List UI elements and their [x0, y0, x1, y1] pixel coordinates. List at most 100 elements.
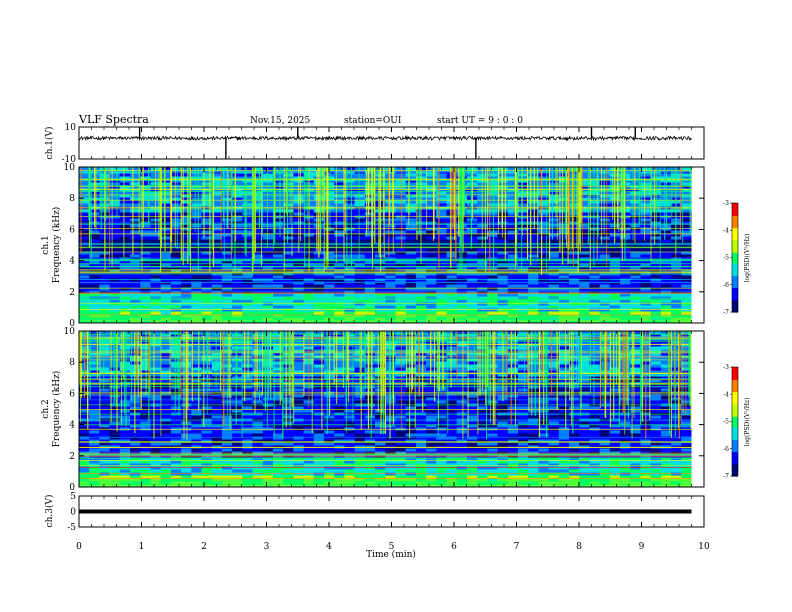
- spectrogram-cell: [140, 263, 151, 267]
- spectrogram-cell: [211, 176, 223, 180]
- spectrogram-cell: [283, 239, 294, 243]
- spectrogram-cell: [589, 284, 601, 288]
- spectrogram-cell: [354, 206, 366, 210]
- spectrogram-cell: [538, 448, 550, 452]
- spectrogram-cell: [252, 427, 264, 431]
- spectrogram-cell: [211, 200, 223, 204]
- spectrogram-cell: [232, 263, 243, 267]
- spectrogram-cell: [579, 230, 590, 234]
- spectrogram-cell: [405, 463, 417, 467]
- spectrogram-cell: [528, 191, 539, 195]
- spectrogram-cell: [538, 167, 550, 171]
- spectrogram-cell: [181, 305, 192, 309]
- spectrogram-cell: [395, 263, 407, 267]
- spectrogram-cell: [79, 209, 90, 213]
- spectrogram-cell: [211, 251, 223, 255]
- spectrogram-cell: [405, 179, 417, 183]
- spectrogram-cell: [191, 203, 202, 207]
- spectrogram-cell: [681, 236, 692, 240]
- spectrogram-cell: [89, 469, 100, 473]
- spectrogram-cell: [181, 442, 192, 446]
- spectrogram-cell: [191, 176, 202, 180]
- spectrogram-cell: [334, 475, 345, 479]
- spectrogram-cell: [548, 176, 560, 180]
- spectrogram-cell: [109, 290, 121, 294]
- spectrogram-cell: [191, 421, 202, 425]
- spectrogram-cell: [283, 200, 294, 204]
- spectrogram-cell: [130, 469, 141, 473]
- spectrogram-cell: [181, 176, 192, 180]
- spectrogram-cell: [221, 430, 233, 434]
- spectrogram-cell: [671, 445, 682, 449]
- spectrogram-cell: [242, 475, 253, 479]
- spectrogram-cell: [221, 290, 233, 294]
- spectrogram-cell: [640, 200, 652, 204]
- spectrogram-cell: [150, 284, 162, 288]
- spectrogram-cell: [650, 424, 662, 428]
- spectrogram-cell: [119, 430, 131, 434]
- spectrogram-cell: [426, 460, 437, 464]
- spectrogram-cell: [211, 212, 223, 216]
- spectrogram-cell: [579, 239, 590, 243]
- spectrogram-cell: [293, 457, 305, 461]
- spectrogram-cell: [548, 421, 560, 425]
- spectrogram-cell: [589, 206, 601, 210]
- spectrogram-cell: [405, 442, 417, 446]
- spectrogram-cell: [528, 233, 539, 237]
- spectrogram-cell: [170, 191, 182, 195]
- spectrogram-cell: [170, 475, 182, 479]
- spectrogram-cell: [242, 463, 253, 467]
- spectrogram-cell: [405, 167, 417, 171]
- spectrogram-cell: [487, 430, 498, 434]
- spectrogram-cell: [487, 287, 498, 291]
- spectrogram-cell: [262, 311, 274, 315]
- spectrogram-cell: [293, 433, 305, 437]
- spectrogram-cell: [354, 475, 366, 479]
- spectrogram-cell: [538, 179, 550, 183]
- spectrogram-cell: [487, 275, 498, 279]
- spectrogram-cell: [446, 203, 458, 207]
- spectrogram-cell: [252, 248, 264, 252]
- spectrogram-cell: [242, 284, 253, 288]
- spectrogram-cell: [579, 475, 590, 479]
- spectrogram-cell: [487, 224, 498, 228]
- spectrogram-cell: [119, 254, 131, 258]
- spectrogram-cell: [211, 254, 223, 258]
- spectrogram-cell: [99, 460, 111, 464]
- spectrogram-cell: [681, 182, 692, 186]
- spectrogram-cell: [528, 424, 539, 428]
- spectrogram-cell: [283, 469, 294, 473]
- spectrogram-cell: [324, 173, 335, 177]
- spectrogram-cell: [283, 218, 294, 222]
- spectrogram-cell: [89, 299, 100, 303]
- spectrogram-cell: [303, 427, 315, 431]
- spectrogram-cell: [201, 460, 213, 464]
- spectrogram-cell: [283, 445, 294, 449]
- spectrogram-cell: [466, 430, 478, 434]
- spectrogram-cell: [630, 242, 641, 246]
- spectrogram-cell: [477, 442, 488, 446]
- spectrogram-cell: [385, 203, 396, 207]
- spectrogram-cell: [681, 248, 692, 252]
- spectrogram-cell: [497, 284, 509, 288]
- spectrogram-cell: [160, 290, 172, 294]
- spectrogram-cell: [671, 421, 682, 425]
- spectrogram-cell: [507, 311, 519, 315]
- spectrogram-cell: [232, 305, 243, 309]
- spectrogram-cell: [140, 463, 151, 467]
- spectrogram-cell: [538, 284, 550, 288]
- spectrogram-cell: [385, 463, 396, 467]
- spectrogram-cell: [528, 212, 539, 216]
- start-ut-label: start UT = 9 : 0 : 0: [437, 116, 523, 126]
- spectrogram-cell: [273, 224, 284, 228]
- spectrogram-cell: [579, 296, 590, 300]
- spectrogram-cell: [344, 439, 356, 443]
- spectrogram-cell: [375, 430, 386, 434]
- spectrogram-cell: [395, 442, 407, 446]
- spectrogram-cell: [232, 311, 243, 315]
- spectrogram-cell: [599, 296, 611, 300]
- spectrogram-cell: [242, 448, 253, 452]
- spectrogram-cell: [232, 290, 243, 294]
- spectrogram-cell: [293, 436, 305, 440]
- spectrogram-cell: [283, 260, 294, 264]
